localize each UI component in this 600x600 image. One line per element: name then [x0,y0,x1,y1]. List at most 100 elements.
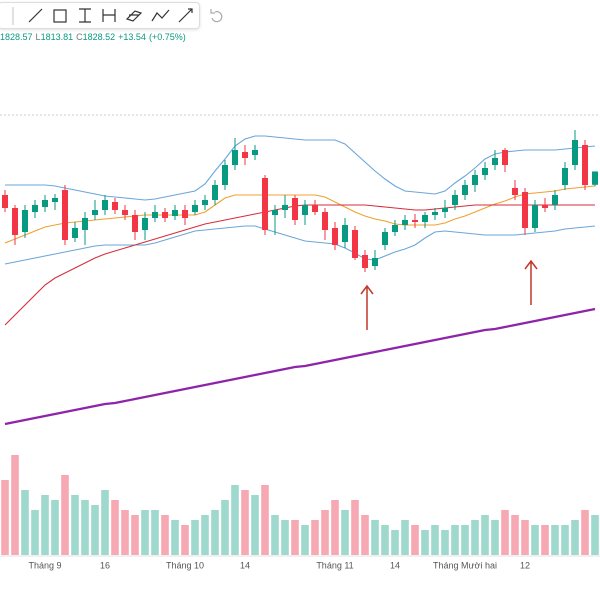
volume-bar [401,520,409,555]
arrow [360,284,374,330]
candle-body [82,218,88,230]
annotation-arrows [360,259,538,330]
volume-bar [321,510,329,555]
volume-bar [541,525,549,555]
volume-bar [21,490,29,555]
volume-bar [231,485,239,555]
low-value: 1813.81 [40,32,74,42]
volume-bar [271,515,279,555]
volume-bar [441,530,449,555]
volume-bar [451,525,459,555]
volume-bar [51,500,59,555]
candle-body [102,200,108,210]
candle-body [452,195,458,205]
candle-body [202,200,208,205]
candle-body [342,225,348,242]
volume-bar [11,455,19,555]
volume-bar [241,490,249,555]
candle-body [572,140,578,165]
candle-body [362,255,368,268]
candle-body [182,210,188,218]
candle-body [272,210,278,215]
pattern-tool[interactable] [125,10,143,22]
candle-body [112,202,118,210]
candle-body [402,220,408,225]
candle-body [212,185,218,200]
x-tick-label: 16 [100,560,110,570]
volume-bar [581,510,589,555]
candle-body [302,205,308,215]
volume-bar [531,525,539,555]
close-label: C [76,32,83,42]
candle-body [442,208,448,212]
arrow [524,259,538,305]
path-tool[interactable] [151,9,170,22]
volume-bar [521,520,529,555]
indicator-line [4,185,596,244]
candle-body [482,168,488,175]
candle-body [472,175,478,185]
volume-bar [391,530,399,555]
candle-body [492,158,498,165]
candle-body [62,190,68,240]
candle-body [432,212,438,215]
candle-body [592,171,598,185]
volume-bar [251,495,259,555]
volume-bar [421,530,429,555]
range-tool[interactable] [102,9,116,22]
volume-bar [561,525,569,555]
volume-bar [261,485,269,555]
candle-body [372,258,378,266]
volume-bar [591,515,599,555]
candle-body [562,168,568,185]
candle-body [2,195,8,208]
candle-body [542,205,548,208]
volume-bar [551,525,559,555]
candle-body [422,215,428,222]
volume-bar [121,510,129,555]
indicator-line [4,225,596,265]
change: +13.54 [118,32,146,42]
candle-body [292,198,298,220]
candle-body [122,210,128,215]
volume-bar [431,525,439,555]
candle-body [352,230,358,258]
volume-bar [141,510,149,555]
volume-bar [211,510,219,555]
indicator-line [4,307,596,426]
measure-tool[interactable] [79,8,91,23]
volume-bar [191,520,199,555]
ohlc-legend: 1828.57 L 1813.81 C 1828.52 +13.54 (+0.75%… [0,32,186,42]
volume-bar [201,515,209,555]
candle-body [32,205,38,212]
candle-body [552,195,558,205]
candle-body [72,228,78,238]
candle-body [192,205,198,212]
drawing-toolbar [0,2,223,29]
candle-body [52,198,58,202]
candle-body [132,215,138,232]
x-tick-label: 14 [240,560,250,570]
undo[interactable] [210,9,223,23]
volume-bar [81,500,89,555]
arrow-tool[interactable] [178,8,193,23]
volume-bar [461,525,469,555]
volume-bar [61,475,69,555]
trend-line-tool[interactable] [28,8,43,23]
candle-body [532,205,538,228]
volume-bar [511,515,519,555]
toolbar-icons [12,7,223,25]
candle-body [232,150,238,165]
volume-bar [181,525,189,555]
candle-body [322,212,328,230]
rectangle-tool[interactable] [53,9,67,23]
volume-bar [171,520,179,555]
low-label: L [35,32,41,42]
volume-bar [491,520,499,555]
volume-bar [371,520,379,555]
change-percent: (+0.75%) [148,32,186,42]
x-tick-label: Tháng 9 [28,560,61,570]
candle-body [162,212,168,218]
candle-body [462,185,468,195]
